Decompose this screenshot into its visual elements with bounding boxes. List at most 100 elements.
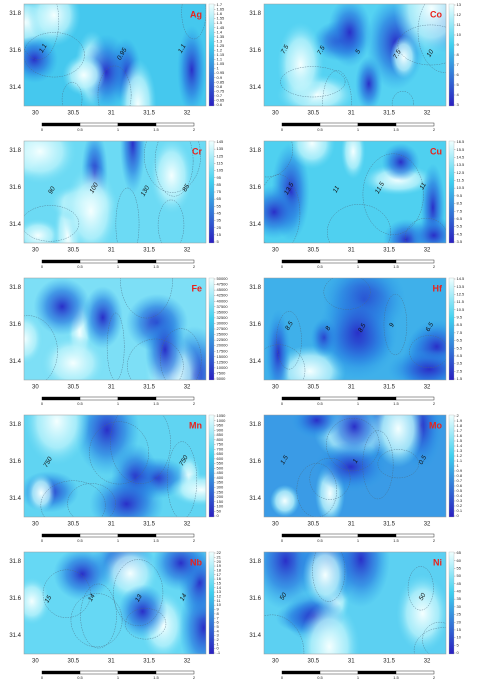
x-tick-label: 31 [108, 385, 115, 391]
colorbar-label: 250 [217, 489, 224, 494]
colorbar-label: 12500 [217, 359, 229, 364]
colorbar-label: 55 [457, 565, 462, 570]
colorbar-label: 500 [217, 465, 224, 470]
high-zone [149, 141, 194, 215]
colorbar-label: 10000 [217, 365, 229, 370]
x-tick-label: 30 [272, 248, 279, 254]
scale-label: 0 [281, 264, 284, 269]
colorbar-label: 4.5 [457, 231, 463, 236]
contour-label: 750 [42, 455, 54, 468]
scale-segment [41, 533, 81, 538]
element-label: Nb [190, 557, 202, 567]
scale-label: 2 [433, 264, 436, 269]
contour-line [264, 141, 293, 178]
x-tick-label: 30 [32, 659, 39, 665]
colorbar-label: 8.5 [457, 322, 463, 327]
scale-segment [281, 533, 321, 538]
colorbar-label: 5000 [217, 376, 227, 381]
colorbar-label: 6.5 [457, 216, 463, 221]
colorbar-label: 8 [217, 611, 220, 616]
scale-segment [357, 122, 397, 127]
map-surface [264, 141, 446, 243]
colorbar [448, 551, 455, 655]
colorbar-label: 13 [457, 2, 462, 7]
colorbar-label: 15.5 [457, 147, 466, 152]
colorbar-label: 11 [217, 598, 222, 603]
colorbar-label: 1.7 [217, 2, 223, 7]
colorbar-label: 450 [217, 470, 224, 475]
y-tick-label: 31.8 [9, 422, 21, 428]
colorbar-label: 0.2 [457, 503, 463, 508]
colorbar-label: 14.5 [457, 154, 466, 159]
x-tick-label: 31.5 [383, 659, 395, 665]
colorbar-label: 105 [217, 168, 224, 173]
colorbar-label: 16.5 [457, 139, 466, 144]
contour-line [407, 566, 434, 611]
element-label: Ni [433, 557, 442, 567]
scale-segment [79, 122, 119, 127]
colorbar-label: 6 [217, 620, 220, 625]
colorbar-label: -1 [217, 650, 221, 655]
contour-line [127, 338, 184, 380]
y-tick-label: 31.4 [9, 85, 21, 91]
contour-label: 0.5 [418, 454, 429, 466]
scale-segment [319, 533, 359, 538]
contour-line [391, 91, 414, 106]
contour-line [154, 141, 194, 197]
low-zone [318, 286, 398, 380]
scale-label: 0.5 [317, 538, 323, 543]
high-zone [299, 601, 360, 654]
low-zone [387, 349, 446, 380]
colorbar-label: 55 [217, 203, 222, 208]
contour-line [409, 335, 446, 368]
colorbar-label: 5.5 [457, 345, 463, 350]
colorbar [208, 3, 215, 107]
scale-label: 1.5 [153, 675, 159, 680]
y-tick-label: 31.6 [249, 322, 261, 328]
y-tick-label: 31.8 [249, 148, 261, 154]
contour-line [61, 82, 83, 106]
contour-label: 5 [354, 48, 362, 55]
contour-label: 1.1 [38, 42, 49, 54]
colorbar-label: 9.5 [457, 315, 463, 320]
contour-line [106, 312, 125, 380]
contour-line [97, 65, 132, 106]
scale-label: 1 [357, 675, 360, 680]
contour-label: 14 [87, 593, 97, 603]
scale-label: 1.5 [153, 264, 159, 269]
y-tick-label: 31.6 [9, 322, 21, 328]
scale-segment [79, 396, 119, 401]
contour-line [157, 199, 185, 243]
map-frame [23, 140, 207, 244]
x-tick-label: 31.5 [383, 111, 395, 117]
colorbar-label: 0.6 [217, 102, 223, 107]
x-tick-label: 30 [32, 385, 39, 391]
contour-label: 8 [324, 325, 332, 332]
colorbar-label: 45 [217, 210, 222, 215]
scale-label: 1.5 [153, 538, 159, 543]
scale-segment [357, 533, 397, 538]
scale-segment [155, 396, 195, 401]
x-tick-label: 32 [424, 111, 431, 117]
colorbar-label: 200 [217, 494, 224, 499]
colorbar-label: 7500 [217, 371, 227, 376]
low-zone [118, 584, 168, 639]
y-tick-label: 31.4 [249, 222, 261, 228]
scale-label: 1.5 [393, 538, 399, 543]
colorbar-label: 22500 [217, 337, 229, 342]
colorbar-label: 8.5 [457, 201, 463, 206]
colorbar-label: 75 [217, 189, 222, 194]
colorbar-label: 25 [457, 612, 462, 617]
scale-label: 1.5 [153, 401, 159, 406]
scale-label: 1 [357, 264, 360, 269]
colorbar-label: 21 [217, 554, 222, 559]
scale-segment [155, 122, 195, 127]
colorbar-label: 9.5 [457, 193, 463, 198]
element-label: Mo [429, 420, 442, 430]
colorbar-label: 145 [217, 139, 224, 144]
x-tick-label: 32 [184, 385, 191, 391]
scale-label: 0 [281, 127, 284, 132]
high-zone [390, 35, 418, 79]
low-zone [314, 441, 388, 492]
colorbar-label: 45000 [217, 287, 229, 292]
